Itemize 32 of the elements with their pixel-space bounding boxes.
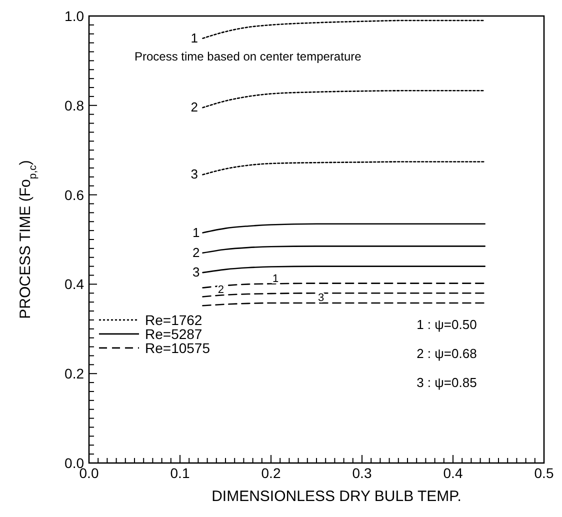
line-series: [202, 20, 486, 39]
y-tick-label: 1.0: [64, 8, 84, 24]
x-tick-label: 0.5: [534, 465, 554, 481]
line-series: [202, 90, 486, 108]
annotation: 3: [192, 264, 200, 280]
legend-label: Re=10575: [145, 340, 210, 356]
y-tick-label: 0.4: [64, 276, 84, 292]
annotation: 3 : ψ=0.85: [416, 374, 477, 390]
annotation: 1: [272, 272, 279, 285]
annotation: 3: [318, 292, 324, 304]
line-series: [202, 246, 486, 254]
annotation: 2: [190, 100, 198, 115]
x-tick-label: 0.2: [261, 465, 281, 481]
x-tick-label: 0.3: [352, 465, 372, 481]
y-tick-label: 0.6: [64, 186, 84, 203]
y-tick-label: 0.8: [64, 97, 84, 114]
x-axis-title: DIMENSIONLESS DRY BULB TEMP.: [212, 488, 462, 505]
annotation: 1: [192, 224, 200, 240]
annotation: 1: [190, 30, 198, 46]
y-tick-label: 0.2: [64, 366, 84, 382]
legend-label: Re=1762: [145, 312, 202, 328]
line-series: [202, 223, 486, 234]
annotation: 2: [192, 244, 200, 260]
legend-label: Re=5287: [145, 326, 202, 342]
annotation: 2 : ψ=0.68: [416, 346, 477, 361]
annotation: 3: [190, 166, 198, 182]
x-tick-label: 0.4: [443, 465, 463, 481]
line-series: [202, 266, 486, 274]
annotation: Process time based on center temperature: [134, 50, 362, 64]
line-series: [202, 161, 486, 176]
annotation: 1 : ψ=0.50: [416, 316, 477, 332]
x-tick-label: 0.1: [170, 465, 190, 481]
